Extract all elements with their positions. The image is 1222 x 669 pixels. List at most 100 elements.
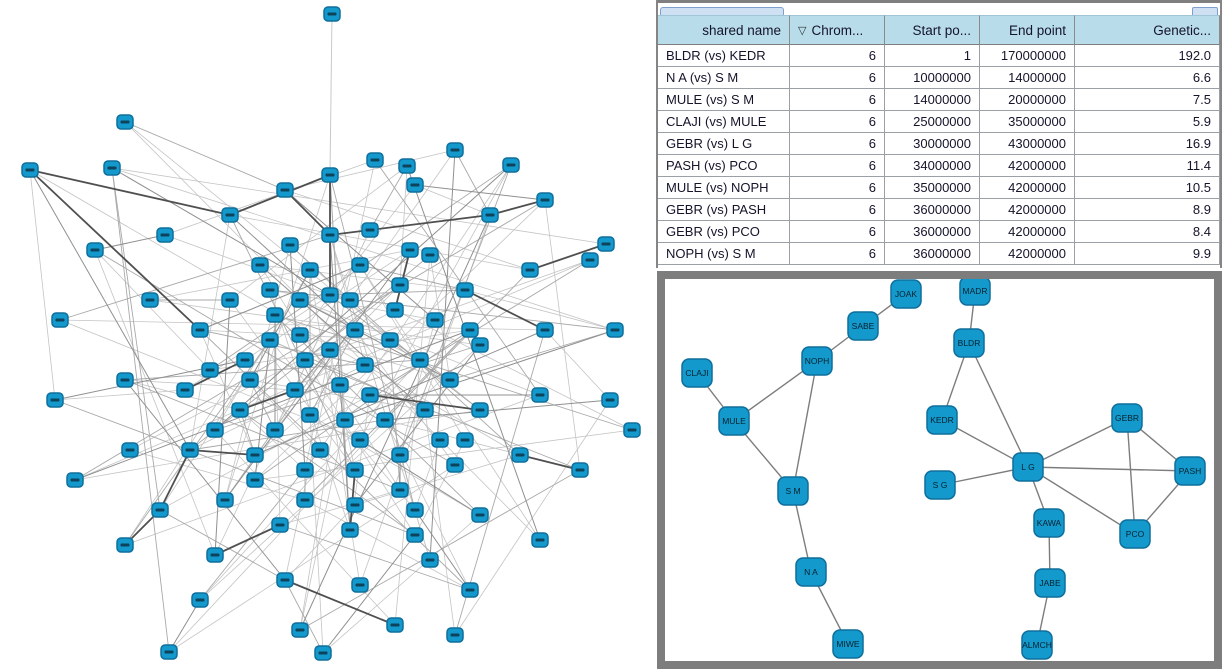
table-cell[interactable]: 42000000 xyxy=(980,177,1075,198)
table-cell[interactable]: 36000000 xyxy=(885,199,980,220)
table-row[interactable]: BLDR (vs) KEDR 6 1 170000000 192.0 xyxy=(658,45,1220,67)
network-node-joak[interactable] xyxy=(890,279,922,309)
table-cell[interactable]: 42000000 xyxy=(980,155,1075,176)
table-cell[interactable]: N A (vs) S M xyxy=(658,67,790,88)
table-cell[interactable]: 34000000 xyxy=(885,155,980,176)
table-cell[interactable]: BLDR (vs) KEDR xyxy=(658,45,790,66)
network-node-mule[interactable] xyxy=(718,406,750,436)
network-edge xyxy=(124,121,541,541)
column-header-end-point[interactable]: End point xyxy=(980,15,1075,45)
network-edge-BLDR-LG[interactable] xyxy=(968,342,1029,468)
network-node-gebr[interactable] xyxy=(1111,403,1143,433)
table-cell[interactable]: 6 xyxy=(790,67,885,88)
table-cell[interactable]: 35000000 xyxy=(885,177,980,198)
network-edge-GEBR-PCO[interactable] xyxy=(1126,417,1136,535)
network-node-sm[interactable] xyxy=(777,476,809,506)
table-cell[interactable]: GEBR (vs) PCO xyxy=(658,221,790,242)
network-node-sabe[interactable] xyxy=(847,311,879,341)
table-row[interactable]: MULE (vs) S M 6 14000000 20000000 7.5 xyxy=(658,89,1220,111)
table-cell[interactable]: 42000000 xyxy=(980,221,1075,242)
network-edge-LG-GEBR[interactable] xyxy=(1027,417,1128,468)
table-cell[interactable]: 6 xyxy=(790,155,885,176)
network-node-madr[interactable] xyxy=(959,279,991,306)
table-cell[interactable]: MULE (vs) NOPH xyxy=(658,177,790,198)
table-cell[interactable]: 25000000 xyxy=(885,111,980,132)
table-cell[interactable]: 9.9 xyxy=(1075,243,1220,264)
table-row[interactable]: PASH (vs) PCO 6 34000000 42000000 11.4 xyxy=(658,155,1220,177)
network-edge xyxy=(229,214,531,271)
table-cell[interactable]: NOPH (vs) S M xyxy=(658,243,790,264)
table-cell[interactable]: GEBR (vs) L G xyxy=(658,133,790,154)
table-row[interactable]: MULE (vs) NOPH 6 35000000 42000000 10.5 xyxy=(658,177,1220,199)
table-cell[interactable]: 6 xyxy=(790,89,885,110)
table-cell[interactable]: 170000000 xyxy=(980,45,1075,66)
table-cell[interactable]: 6 xyxy=(790,221,885,242)
network-node-claji[interactable] xyxy=(681,358,713,388)
node-label-smudge xyxy=(460,438,470,442)
table-cell[interactable]: 8.9 xyxy=(1075,199,1220,220)
table-cell[interactable]: 11.4 xyxy=(1075,155,1220,176)
table-cell[interactable]: 14000000 xyxy=(980,67,1075,88)
table-cell[interactable]: 7.5 xyxy=(1075,89,1220,110)
network-node-miwe[interactable] xyxy=(832,629,864,659)
network-edge-LG-PCO[interactable] xyxy=(1027,466,1136,535)
table-cell[interactable]: 43000000 xyxy=(980,133,1075,154)
table-row[interactable]: CLAJI (vs) MULE 6 25000000 35000000 5.9 xyxy=(658,111,1220,133)
table-cell[interactable]: 6 xyxy=(790,133,885,154)
table-cell[interactable]: 20000000 xyxy=(980,89,1075,110)
table-row[interactable]: GEBR (vs) PASH 6 36000000 42000000 8.9 xyxy=(658,199,1220,221)
table-cell[interactable]: 36000000 xyxy=(885,221,980,242)
table-cell[interactable]: 6 xyxy=(790,177,885,198)
table-row[interactable]: GEBR (vs) L G 6 30000000 43000000 16.9 xyxy=(658,133,1220,155)
network-edge-LG-PASH[interactable] xyxy=(1027,466,1191,472)
table-cell[interactable]: 6 xyxy=(790,45,885,66)
column-header-shared-name[interactable]: shared name xyxy=(658,15,790,45)
table-cell[interactable]: 192.0 xyxy=(1075,45,1220,66)
table-cell[interactable]: 35000000 xyxy=(980,111,1075,132)
network-edge-NOPH-SM[interactable] xyxy=(792,360,818,492)
table-cell[interactable]: 6 xyxy=(790,243,885,264)
table-cell[interactable]: 8.4 xyxy=(1075,221,1220,242)
main-network-canvas[interactable] xyxy=(0,0,657,669)
network-node-bldr[interactable] xyxy=(953,328,985,358)
table-cell[interactable]: 16.9 xyxy=(1075,133,1220,154)
node-label-smudge xyxy=(601,242,611,246)
table-cell[interactable]: GEBR (vs) PASH xyxy=(658,199,790,220)
network-node-kawa[interactable] xyxy=(1033,508,1065,538)
table-cell[interactable]: 42000000 xyxy=(980,199,1075,220)
table-cell[interactable]: 1 xyxy=(885,45,980,66)
table-cell[interactable]: 10000000 xyxy=(885,67,980,88)
table-cell[interactable]: 14000000 xyxy=(885,89,980,110)
network-node-pash[interactable] xyxy=(1174,456,1206,486)
network-node-noph[interactable] xyxy=(801,346,833,376)
column-header-start-po---[interactable]: Start po... xyxy=(885,15,980,45)
sub-network-panel[interactable]: JOAK SABE NOPH CLAJI MULE S M N A MIWE MADR BLDR K… xyxy=(657,271,1222,669)
table-cell[interactable]: 6 xyxy=(790,111,885,132)
network-node-pco[interactable] xyxy=(1119,519,1151,549)
table-cell[interactable]: 10.5 xyxy=(1075,177,1220,198)
sort-descending-icon[interactable]: ▽ xyxy=(798,24,807,37)
table-row[interactable]: NOPH (vs) S M 6 36000000 42000000 9.9 xyxy=(658,243,1220,265)
table-row[interactable]: N A (vs) S M 6 10000000 14000000 6.6 xyxy=(658,67,1220,89)
table-cell[interactable]: 30000000 xyxy=(885,133,980,154)
network-node-almch[interactable] xyxy=(1021,630,1053,660)
table-cell[interactable]: MULE (vs) S M xyxy=(658,89,790,110)
table-cell[interactable]: 6 xyxy=(790,199,885,220)
table-cell[interactable]: 36000000 xyxy=(885,243,980,264)
table-cell[interactable]: 6.6 xyxy=(1075,67,1220,88)
column-header-genetic---[interactable]: Genetic... xyxy=(1075,15,1220,45)
table-cell[interactable]: 5.9 xyxy=(1075,111,1220,132)
node-label-smudge xyxy=(460,288,470,292)
network-node-kedr[interactable] xyxy=(926,405,958,435)
table-cell[interactable]: 42000000 xyxy=(980,243,1075,264)
column-header-chrom---[interactable]: ▽ Chrom... xyxy=(790,15,885,45)
network-node-na[interactable] xyxy=(795,557,827,587)
network-node-lg[interactable] xyxy=(1012,452,1044,482)
table-cell[interactable]: PASH (vs) PCO xyxy=(658,155,790,176)
network-edge xyxy=(111,167,616,331)
network-node-jabe[interactable] xyxy=(1034,568,1066,598)
table-row[interactable]: GEBR (vs) PCO 6 36000000 42000000 8.4 xyxy=(658,221,1220,243)
node-label-smudge xyxy=(390,308,400,312)
table-cell[interactable]: CLAJI (vs) MULE xyxy=(658,111,790,132)
network-node-sg[interactable] xyxy=(924,470,956,500)
